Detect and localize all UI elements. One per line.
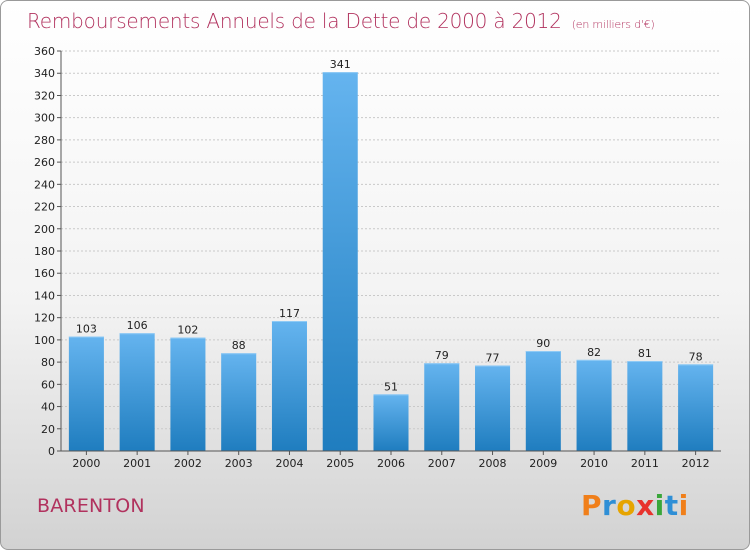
bar bbox=[525, 351, 561, 451]
y-tick-label: 100 bbox=[34, 334, 55, 347]
data-label: 90 bbox=[536, 337, 550, 350]
chart-unit: (en milliers d'€) bbox=[571, 18, 655, 31]
x-tick-label: 2008 bbox=[479, 457, 507, 470]
bar bbox=[322, 72, 358, 451]
y-tick-label: 320 bbox=[34, 89, 55, 102]
x-tick-label: 2006 bbox=[377, 457, 405, 470]
data-label: 103 bbox=[76, 323, 97, 336]
bar bbox=[424, 363, 460, 451]
bar bbox=[221, 353, 257, 451]
y-tick-label: 300 bbox=[34, 112, 55, 125]
y-tick-label: 160 bbox=[34, 267, 55, 280]
chart-title: Remboursements Annuels de la Dette de 20… bbox=[27, 9, 655, 33]
logo-letter: i bbox=[654, 489, 665, 522]
logo-letter: r bbox=[602, 489, 617, 522]
data-label: 77 bbox=[486, 351, 500, 364]
y-tick-label: 260 bbox=[34, 156, 55, 169]
y-tick-label: 0 bbox=[48, 445, 55, 458]
data-label: 106 bbox=[127, 319, 148, 332]
x-tick-label: 2003 bbox=[225, 457, 253, 470]
data-label: 81 bbox=[638, 347, 652, 360]
data-label: 341 bbox=[330, 58, 351, 71]
x-tick-label: 2010 bbox=[580, 457, 608, 470]
bar bbox=[373, 394, 409, 451]
data-label: 79 bbox=[435, 349, 449, 362]
y-tick-label: 280 bbox=[34, 134, 55, 147]
data-label: 88 bbox=[232, 339, 246, 352]
y-axis: 0 20 40 60 80 100 120 140 160 180 200 220 240 260 280 3… bbox=[34, 45, 62, 458]
data-label: 117 bbox=[279, 307, 300, 320]
logo-letter: o bbox=[616, 489, 637, 522]
y-tick-label: 180 bbox=[34, 245, 55, 258]
bars: 103 106 102 88 117 341 51 79 77 90 82 81 78 bbox=[68, 58, 714, 451]
data-label: 82 bbox=[587, 346, 601, 359]
x-axis: 2000 2001 2002 2003 2004 2005 2006 2007 2008 2009… bbox=[61, 450, 721, 470]
logo-letter: t bbox=[664, 489, 679, 522]
x-tick-label: 2002 bbox=[174, 457, 202, 470]
x-tick-label: 2001 bbox=[123, 457, 151, 470]
x-tick-label: 2011 bbox=[631, 457, 659, 470]
logo-letter: i bbox=[678, 489, 689, 522]
data-label: 78 bbox=[689, 350, 703, 363]
y-tick-label: 220 bbox=[34, 201, 55, 214]
y-tick-label: 60 bbox=[41, 378, 55, 391]
data-label: 51 bbox=[384, 380, 398, 393]
bar bbox=[475, 365, 511, 451]
logo-letter: P bbox=[581, 489, 603, 522]
x-tick-label: 2009 bbox=[529, 457, 557, 470]
y-tick-label: 360 bbox=[34, 45, 55, 58]
x-tick-label: 2005 bbox=[326, 457, 354, 470]
x-tick-label: 2004 bbox=[275, 457, 303, 470]
y-tick-label: 140 bbox=[34, 289, 55, 302]
y-tick-label: 340 bbox=[34, 67, 55, 80]
y-tick-label: 40 bbox=[41, 401, 55, 414]
logo-letter: x bbox=[636, 489, 655, 522]
x-tick-label: 2012 bbox=[682, 457, 710, 470]
bar bbox=[576, 359, 612, 451]
proxiti-logo: Proxiti bbox=[581, 489, 689, 522]
x-tick-label: 2000 bbox=[72, 457, 100, 470]
commune-name: BARENTON bbox=[37, 495, 145, 517]
bar bbox=[68, 336, 104, 451]
x-tick-label: 2007 bbox=[428, 457, 456, 470]
chart-title-text: Remboursements Annuels de la Dette de 20… bbox=[27, 9, 562, 33]
bar bbox=[678, 364, 714, 451]
bar bbox=[170, 337, 206, 451]
y-tick-label: 20 bbox=[41, 423, 55, 436]
data-label: 102 bbox=[177, 324, 198, 337]
y-tick-label: 120 bbox=[34, 312, 55, 325]
y-tick-label: 200 bbox=[34, 223, 55, 236]
bar bbox=[271, 321, 307, 451]
y-tick-label: 240 bbox=[34, 178, 55, 191]
bar bbox=[119, 333, 155, 451]
bar bbox=[627, 361, 663, 451]
y-tick-label: 80 bbox=[41, 356, 55, 369]
